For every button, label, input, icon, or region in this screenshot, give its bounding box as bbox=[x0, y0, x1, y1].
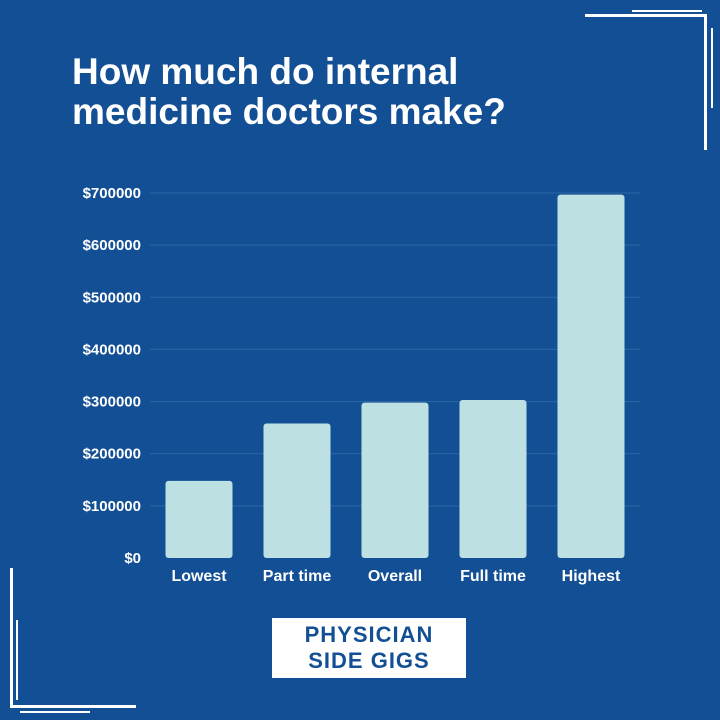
y-tick-label: $400000 bbox=[83, 341, 141, 358]
bar-lowest bbox=[165, 480, 233, 558]
y-tick-label: $0 bbox=[124, 550, 141, 567]
y-axis-tick-labels: $0 $100000 $200000 $300000 $400000 $500000 $60… bbox=[83, 185, 141, 567]
frame-bottom-left-horizontal-inner bbox=[20, 711, 90, 713]
bars bbox=[165, 194, 625, 559]
bar-part-time bbox=[263, 423, 331, 558]
frame-top-right-vertical-inner bbox=[711, 28, 713, 108]
chart-title-line-1: How much do internal bbox=[72, 51, 459, 92]
x-tick-label: Lowest bbox=[171, 568, 227, 585]
chart-title: How much do internal medicine doctors ma… bbox=[72, 52, 632, 132]
logo-line-1: PHYSICIAN bbox=[304, 622, 434, 647]
x-tick-label: Highest bbox=[562, 568, 621, 585]
frame-bottom-left-vertical-inner bbox=[16, 620, 18, 700]
logo-line-2: SIDE GIGS bbox=[308, 648, 430, 673]
physician-side-gigs-logo: PHYSICIAN SIDE GIGS bbox=[272, 618, 466, 678]
y-tick-label: $600000 bbox=[83, 237, 141, 254]
y-tick-label: $500000 bbox=[83, 289, 141, 306]
bar-overall bbox=[361, 402, 429, 558]
frame-bottom-left-horizontal-outer bbox=[10, 705, 136, 708]
x-tick-label: Full time bbox=[460, 568, 526, 585]
frame-bottom-left-vertical-outer bbox=[10, 568, 13, 708]
y-tick-label: $300000 bbox=[83, 394, 141, 411]
y-tick-label: $200000 bbox=[83, 446, 141, 463]
y-tick-label: $700000 bbox=[83, 185, 141, 202]
y-tick-label: $100000 bbox=[83, 498, 141, 515]
frame-top-right-vertical-outer bbox=[704, 14, 707, 150]
x-tick-label: Part time bbox=[263, 568, 332, 585]
frame-top-right-horizontal-inner bbox=[632, 10, 702, 12]
bar-full-time bbox=[459, 400, 527, 558]
bar-highest bbox=[557, 194, 625, 559]
x-tick-label: Overall bbox=[368, 568, 422, 585]
chart-title-line-2: medicine doctors make? bbox=[72, 91, 506, 132]
frame-top-right-horizontal-outer bbox=[585, 14, 707, 17]
x-axis-tick-labels: Lowest Part time Overall Full time Highest bbox=[171, 568, 621, 585]
